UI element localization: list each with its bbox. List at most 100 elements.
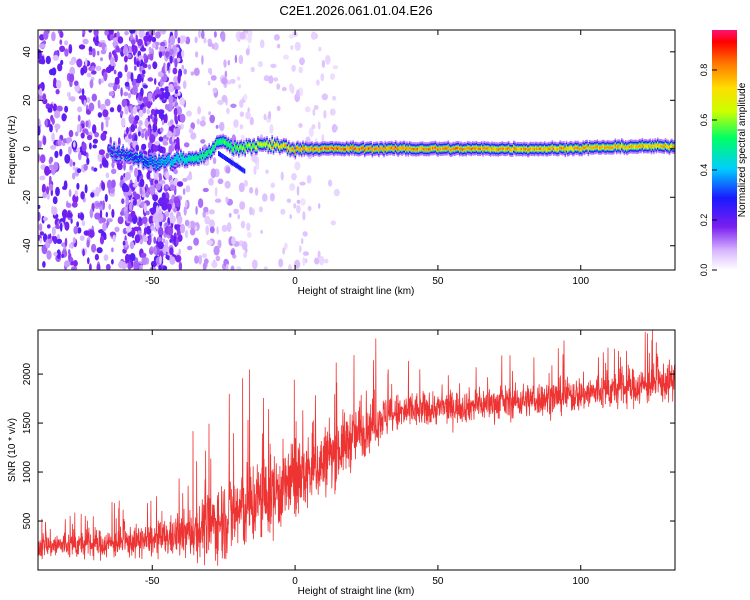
noise-blob (100, 49, 107, 55)
noise-blob (101, 181, 106, 191)
ridge-cell (240, 145, 243, 148)
noise-blob (296, 199, 301, 204)
ridge-cell (623, 146, 626, 150)
ridge-cell (410, 147, 412, 150)
noise-blob (86, 157, 90, 165)
ridge-cell (650, 146, 653, 149)
noise-blob (104, 30, 109, 36)
noise-blob (173, 81, 178, 87)
ridge-cell (537, 148, 540, 151)
ridge-cell (483, 146, 486, 150)
noise-blob (80, 191, 85, 200)
ridge-cell (226, 143, 228, 146)
noise-blob (296, 204, 301, 214)
ridge-cell (452, 147, 455, 150)
noise-blob (114, 76, 120, 85)
noise-blob (217, 178, 224, 185)
noise-blob (86, 72, 92, 78)
ridge-cell (248, 143, 250, 147)
ridge-cell (573, 147, 576, 150)
ridge-cell (213, 147, 216, 150)
noise-blob (176, 201, 180, 208)
ridge-cell (542, 148, 545, 151)
ridge-cell (412, 148, 415, 151)
noise-blob (52, 55, 60, 61)
ridge-cell (475, 146, 478, 150)
colorbar-tick-label: 0.6 (699, 114, 709, 127)
noise-blob (169, 256, 176, 265)
noise-blob (321, 134, 325, 144)
noise-blob (85, 57, 88, 67)
ridge-cell (486, 147, 488, 150)
noise-blob (130, 210, 136, 218)
ridge-cell (209, 151, 212, 155)
noise-blob (61, 113, 67, 122)
noise-blob (221, 94, 228, 103)
ridge-cell (579, 147, 582, 150)
ridge-cell (200, 156, 203, 159)
noise-blob (102, 222, 107, 232)
noise-blob (302, 211, 306, 221)
ridge-cell (181, 158, 183, 161)
noise-blob (183, 142, 190, 148)
noise-blob (174, 127, 181, 137)
ridge-cell (115, 155, 118, 158)
noise-blob (52, 103, 58, 112)
ridge-cell (321, 147, 324, 150)
ridge-cell (649, 144, 651, 147)
noise-blob (181, 49, 185, 58)
noise-blob (84, 184, 88, 194)
ridge-cell (447, 146, 450, 149)
noise-blob (289, 214, 292, 220)
noise-blob (137, 38, 143, 47)
ridge-cell (279, 146, 281, 150)
noise-blob (149, 266, 157, 270)
noise-blob (178, 248, 181, 256)
ridge-cell (507, 146, 510, 150)
noise-blob (132, 199, 137, 206)
snr-y-label: SNR (10 * v/v) (7, 418, 18, 482)
ridge-cell (153, 163, 155, 166)
noise-blob (159, 180, 166, 185)
ridge-cell (603, 145, 605, 148)
noise-blob (125, 227, 132, 233)
noise-blob (273, 77, 279, 82)
noise-blob (269, 192, 275, 202)
noise-blob (158, 50, 163, 59)
ridge-cell (470, 148, 473, 151)
ridge-cell (256, 147, 258, 150)
noise-blob (318, 203, 321, 209)
noise-blob (254, 187, 259, 196)
noise-blob (78, 151, 82, 161)
ridge-cell (288, 146, 290, 149)
noise-blob (112, 41, 119, 47)
ridge-cell (540, 147, 542, 150)
ridge-cell (403, 146, 406, 149)
noise-blob (66, 212, 73, 218)
noise-blob (170, 234, 174, 241)
noise-blob (140, 252, 147, 258)
noise-blob (127, 85, 131, 91)
ridge-cell (519, 147, 522, 151)
ridge-cell (229, 145, 231, 148)
ridge-cell (291, 147, 294, 150)
ridge-cell (561, 147, 564, 150)
noise-blob (201, 30, 205, 40)
ridge-cell (114, 154, 117, 158)
ridge-cell (196, 157, 199, 160)
noise-blob (42, 135, 47, 146)
noise-blob (105, 152, 110, 159)
ridge-cell (626, 147, 628, 150)
noise-blob (43, 30, 49, 40)
noise-blob (48, 68, 55, 76)
noise-blob (263, 75, 270, 82)
noise-blob (207, 67, 213, 74)
noise-blob (92, 48, 96, 58)
spectrogram-frame (37, 29, 676, 271)
noise-blob (38, 211, 41, 222)
noise-blob (149, 184, 156, 195)
noise-blob (158, 226, 164, 237)
noise-blob (85, 120, 89, 128)
noise-blob (280, 208, 286, 215)
ridge-cell (126, 153, 128, 156)
